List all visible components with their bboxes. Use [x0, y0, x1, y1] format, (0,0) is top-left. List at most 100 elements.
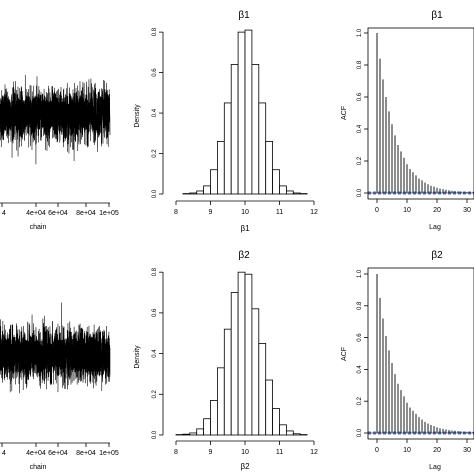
histogram-x-tick-label: 12	[310, 449, 318, 456]
acf-title-beta2: β2	[431, 250, 443, 261]
acf-y-tick-label: 0.6	[357, 92, 363, 101]
histogram-bar	[203, 185, 211, 195]
histogram-y-tick-label: 0.6	[152, 308, 158, 317]
histogram-panel-beta2: β2 0.0 0.2 0.4 0.6 0.8 8 9 10 11 12 Density β2	[134, 250, 318, 471]
acf-x-tick-label: 10	[403, 207, 411, 214]
acf-y-tick-label: 0.8	[357, 301, 363, 310]
acf-axes-beta2: 0.0 0.2 0.4 0.6 0.8 1.0 0 10 20 30	[357, 267, 474, 454]
histogram-bar	[244, 29, 253, 195]
histogram-bar	[216, 140, 225, 195]
histogram-bar	[196, 428, 204, 436]
acf-y-tick-label: 0.6	[357, 333, 363, 342]
histogram-x-tick-label: 9	[209, 449, 213, 456]
histogram-y-tick-label: 0.0	[152, 189, 158, 198]
histogram-y-tick-label: 0.8	[152, 267, 158, 276]
histogram-y-axis-label: Density	[134, 345, 141, 369]
trace-x-tick-label: 1e+05	[99, 210, 119, 217]
histogram-axes-beta1: 0.0 0.2 0.4 0.6 0.8 8 9 10 11 12	[152, 27, 318, 216]
histogram-bar	[210, 169, 218, 195]
acf-y-tick-label: 1.0	[357, 28, 363, 37]
histogram-y-tick-label: 0.2	[152, 149, 158, 158]
acf-panel-beta1: β1 0.0 0.2 0.4 0.6 0.8 1.0 0 10 20 30 ACF Lag	[341, 10, 474, 231]
trace-x-ticks-beta1	[1, 203, 110, 207]
histogram-x-tick-label: 8	[174, 209, 178, 216]
acf-y-axis-label: ACF	[341, 106, 348, 120]
acf-x-tick-label: 30	[463, 447, 471, 454]
histogram-title-beta1: β1	[238, 10, 250, 21]
histogram-bar	[210, 399, 218, 436]
acf-x-tick-label: 20	[433, 447, 441, 454]
acf-x-tick-label: 0	[375, 207, 379, 214]
histogram-x-tick-label: 8	[174, 449, 178, 456]
histogram-x-axis-label: β2	[240, 462, 250, 471]
acf-y-tick-label: 0.8	[357, 60, 363, 69]
trace-x-tick-label: 6e+04	[48, 210, 68, 217]
histogram-y-tick-label: 0.8	[152, 27, 158, 36]
histogram-bar	[272, 408, 280, 436]
acf-x-tick-label: 30	[463, 207, 471, 214]
histogram-bar	[265, 379, 274, 436]
histogram-x-tick-label: 11	[276, 449, 283, 456]
histogram-bar	[230, 64, 239, 195]
trace-x-tick-label: 8e+04	[76, 450, 96, 457]
histogram-bar	[258, 343, 267, 436]
trace-panel-beta1: 4 4e+04 6e+04 8e+04 1e+05 chain	[0, 74, 119, 231]
acf-x-tick-label: 0	[375, 447, 379, 454]
acf-title-beta1: β1	[431, 10, 443, 21]
histogram-y-tick-label: 0.4	[152, 349, 158, 358]
histogram-bar	[292, 192, 301, 195]
acf-panel-beta2: β2 0.0 0.2 0.4 0.6 0.8 1.0 0 10 20 30 ACF Lag	[341, 250, 474, 471]
histogram-x-tick-label: 12	[310, 209, 318, 216]
histogram-x-tick-label: 11	[276, 209, 283, 216]
histogram-bar	[285, 190, 294, 195]
histogram-x-axis-label: β1	[240, 224, 250, 233]
histogram-x-tick-label: 9	[209, 209, 213, 216]
histogram-bar	[189, 432, 198, 436]
histogram-axes-beta2: 0.0 0.2 0.4 0.6 0.8 8 9 10 11 12	[152, 267, 318, 456]
trace-line-beta1	[0, 74, 111, 165]
acf-y-tick-label: 0.4	[357, 365, 363, 374]
acf-x-tick-label: 20	[433, 207, 441, 214]
histogram-bar	[223, 328, 232, 436]
trace-x-tick-label: 4	[2, 450, 6, 457]
trace-x-tick-label: 1e+05	[99, 450, 119, 457]
acf-bars-beta2	[368, 274, 474, 435]
trace-line-beta2	[0, 302, 111, 394]
acf-y-tick-label: 0.2	[357, 156, 363, 165]
histogram-bar	[230, 292, 239, 436]
histogram-bar	[203, 418, 211, 436]
histogram-y-tick-label: 0.4	[152, 108, 158, 117]
histogram-bar	[292, 433, 301, 436]
histogram-title-beta2: β2	[238, 250, 250, 261]
acf-plot-frame	[367, 267, 474, 440]
histogram-bar	[285, 430, 294, 436]
trace-x-axis-label: chain	[30, 224, 47, 231]
acf-bars-beta1	[368, 33, 474, 195]
histogram-bar	[196, 190, 204, 195]
histogram-bar	[279, 185, 287, 195]
histogram-y-axis-label: Density	[134, 104, 141, 128]
trace-x-tick-label: 4	[2, 210, 6, 217]
acf-y-tick-label: 0.2	[357, 396, 363, 405]
histogram-bar	[251, 308, 260, 436]
histogram-bar	[223, 102, 232, 195]
trace-x-axis-label: chain	[30, 464, 47, 471]
histogram-bar	[258, 102, 267, 195]
histogram-bar	[265, 140, 274, 195]
histogram-bar	[251, 64, 260, 195]
histogram-bar	[272, 169, 280, 195]
histogram-bar	[244, 273, 253, 436]
acf-x-tick-label: 10	[403, 447, 411, 454]
acf-x-axis-label: Lag	[429, 464, 441, 471]
histogram-panel-beta1: β1 0.0 0.2 0.4 0.6 0.8 8 9 10 11 12 Density β1	[134, 10, 318, 233]
histogram-x-tick-label: 10	[241, 449, 249, 456]
acf-axes-beta1: 0.0 0.2 0.4 0.6 0.8 1.0 0 10 20 30	[357, 27, 474, 214]
histogram-bar	[237, 271, 246, 436]
histogram-bar	[189, 192, 198, 195]
histogram-bar	[237, 31, 246, 195]
trace-x-tick-label: 4e+04	[26, 450, 46, 457]
acf-plot-frame	[367, 27, 474, 200]
histogram-y-tick-label: 0.2	[152, 389, 158, 398]
acf-y-tick-label: 0.0	[357, 188, 363, 197]
